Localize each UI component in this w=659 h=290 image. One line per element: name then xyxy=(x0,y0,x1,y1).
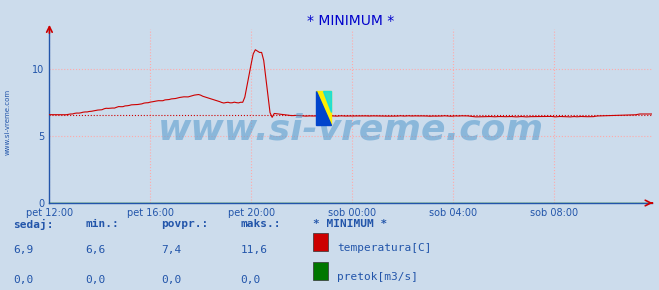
Text: min.:: min.: xyxy=(86,219,119,229)
Bar xyxy=(313,233,328,251)
Text: 0,0: 0,0 xyxy=(13,276,34,285)
Text: 6,6: 6,6 xyxy=(86,245,106,255)
Text: temperatura[C]: temperatura[C] xyxy=(337,243,432,253)
Text: sedaj:: sedaj: xyxy=(13,219,53,230)
Text: 6,9: 6,9 xyxy=(13,245,34,255)
Text: 0,0: 0,0 xyxy=(241,276,261,285)
Text: 0,0: 0,0 xyxy=(86,276,106,285)
Text: 0,0: 0,0 xyxy=(161,276,182,285)
Polygon shape xyxy=(316,90,331,125)
Text: pretok[m3/s]: pretok[m3/s] xyxy=(337,272,418,282)
Text: 11,6: 11,6 xyxy=(241,245,268,255)
Bar xyxy=(313,262,328,280)
Text: 7,4: 7,4 xyxy=(161,245,182,255)
Polygon shape xyxy=(322,90,331,112)
Text: maks.:: maks.: xyxy=(241,219,281,229)
Text: povpr.:: povpr.: xyxy=(161,219,209,229)
Polygon shape xyxy=(316,90,331,125)
Title: * MINIMUM *: * MINIMUM * xyxy=(307,14,395,28)
Text: * MINIMUM *: * MINIMUM * xyxy=(313,219,387,229)
Text: www.si-vreme.com: www.si-vreme.com xyxy=(5,89,11,155)
Text: www.si-vreme.com: www.si-vreme.com xyxy=(158,113,544,147)
